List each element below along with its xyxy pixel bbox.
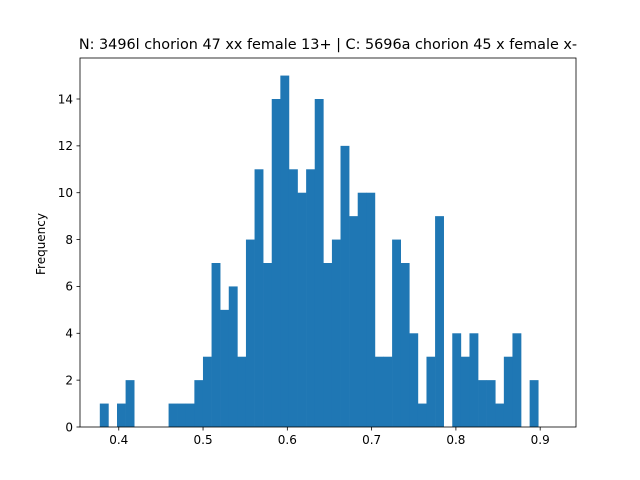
histogram-bar — [349, 216, 359, 427]
histogram-bar — [486, 380, 496, 427]
histogram-bar — [237, 356, 247, 427]
histogram-bar — [366, 192, 376, 427]
histogram-bar — [202, 356, 212, 427]
histogram-bar — [211, 263, 221, 427]
histogram-bar — [529, 380, 539, 427]
histogram-bar — [177, 403, 187, 427]
histogram-bar — [297, 192, 307, 427]
histogram-bar — [228, 286, 238, 427]
histogram-bar — [469, 333, 479, 427]
histogram-bar — [99, 403, 109, 427]
y-tick-label: 6 — [65, 280, 73, 294]
histogram-bar — [435, 216, 444, 427]
histogram-bar — [254, 169, 264, 428]
chart-title: N: 3496l chorion 47 xx female 13+ | C: 5… — [79, 37, 577, 53]
histogram-bar — [374, 356, 384, 427]
plot-frame — [79, 57, 577, 428]
histogram-bar — [306, 169, 316, 428]
histogram-bar — [460, 356, 470, 427]
y-tick-label: 0 — [65, 420, 73, 434]
histogram-bar — [503, 356, 513, 427]
histogram-bar — [357, 192, 367, 427]
x-tick-label: 0.4 — [109, 433, 128, 447]
y-tick-label: 2 — [65, 373, 73, 387]
histogram-bar — [409, 333, 419, 427]
axes-group: 0.4 0.5 0.6 0.7 0.8 0.9 0 2 4 6 8 10 12 14 — [58, 57, 577, 447]
x-tick-label: 0.9 — [531, 433, 550, 447]
histogram-bar — [263, 263, 273, 427]
histogram-bar — [323, 263, 333, 427]
histogram-bar — [220, 309, 230, 427]
histogram-bar — [185, 403, 195, 427]
histogram-bar — [245, 239, 255, 427]
x-tick-label: 0.5 — [194, 433, 213, 447]
histogram-bar — [400, 263, 410, 427]
histogram-bar — [194, 380, 204, 427]
histogram-bar — [452, 333, 462, 427]
histogram-bar — [288, 169, 298, 428]
histogram-bar — [392, 239, 401, 427]
histogram-bar — [512, 333, 522, 427]
histogram-bar — [117, 403, 126, 427]
histogram-bar — [383, 356, 393, 427]
x-tick-label: 0.8 — [446, 433, 465, 447]
y-tick-label: 10 — [58, 186, 73, 200]
y-tick-label: 8 — [65, 233, 73, 247]
histogram-bar — [314, 99, 324, 427]
histogram-bar — [417, 403, 427, 427]
y-tick-label: 4 — [65, 327, 73, 341]
x-tick-label: 0.6 — [278, 433, 297, 447]
bars-group — [99, 75, 539, 428]
histogram-bar — [125, 380, 135, 427]
y-tick-label: 14 — [58, 92, 73, 106]
histogram-bar — [271, 99, 281, 427]
histogram-bar — [478, 380, 487, 427]
histogram-bar — [168, 403, 178, 427]
histogram-bar — [340, 145, 350, 428]
histogram-bar — [280, 75, 290, 427]
x-tick-label: 0.7 — [362, 433, 381, 447]
histogram-bar — [495, 403, 505, 427]
y-axis-label: Frequency — [34, 213, 48, 275]
histogram-bar — [331, 239, 341, 427]
histogram-bar — [426, 356, 436, 427]
y-tick-label: 12 — [58, 139, 73, 153]
